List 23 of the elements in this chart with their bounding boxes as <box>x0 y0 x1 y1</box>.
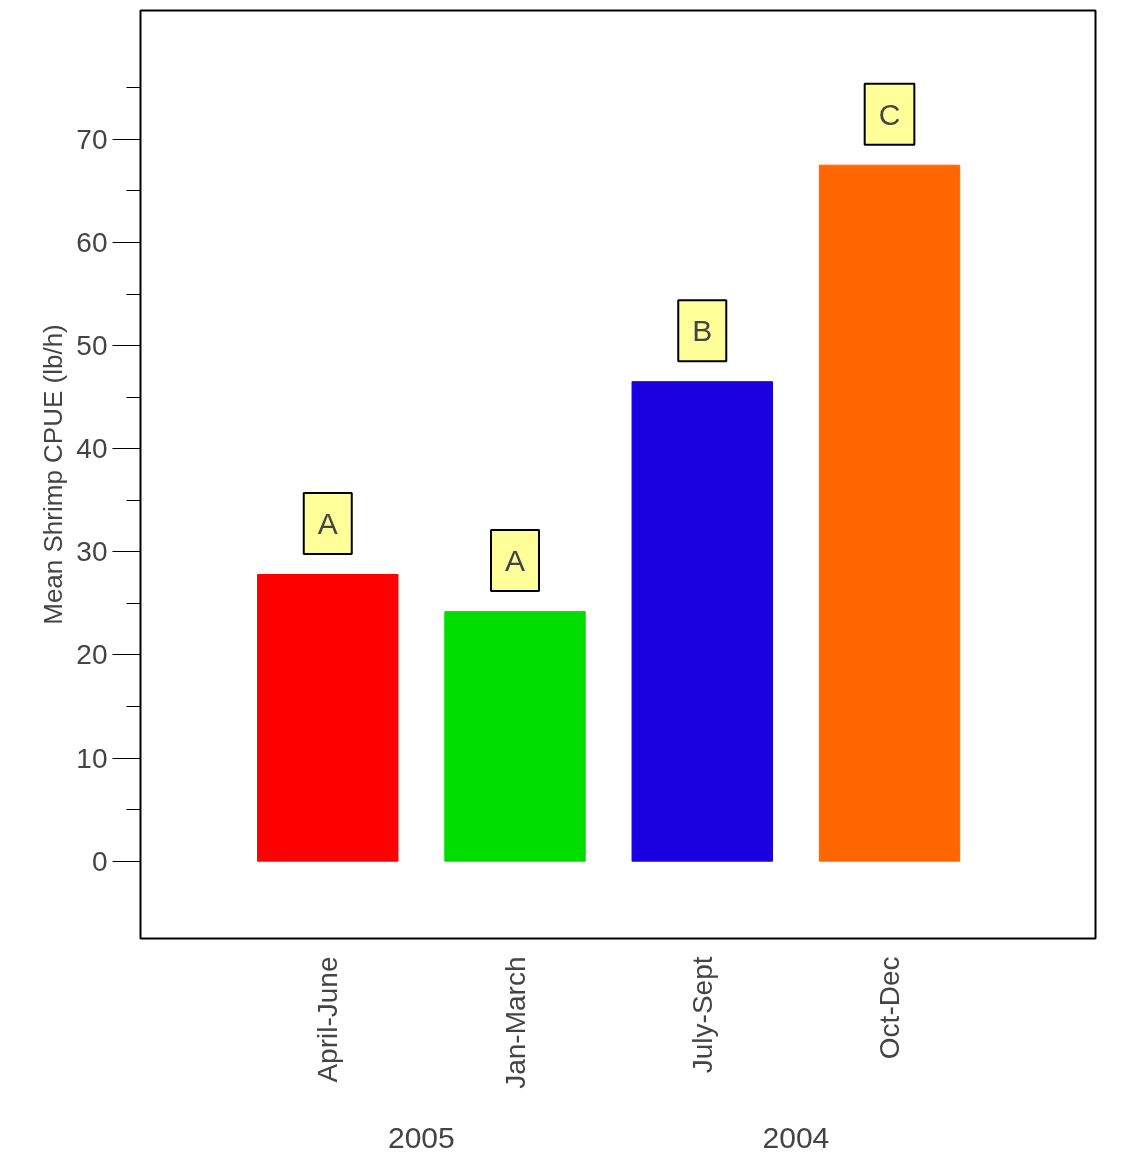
annotation: B <box>692 314 713 348</box>
bar <box>631 381 773 862</box>
annotation: A <box>317 506 338 540</box>
y-axis-title: Mean Shrimp CPUE (lb/h) <box>38 324 69 625</box>
y-tick-label: 60 <box>76 227 108 258</box>
text: 2005 <box>388 1120 455 1154</box>
y-tick-label: 20 <box>76 639 108 671</box>
y-tick-label: 0 <box>91 845 108 877</box>
annotation: C <box>878 97 901 131</box>
bar <box>818 164 961 862</box>
x-tick-label: Oct-Dec <box>874 956 906 1060</box>
y-tick-label: 30 <box>76 536 108 568</box>
y-tick-label: 10 <box>76 742 108 774</box>
bar <box>257 574 399 862</box>
x-tick-label: Jan-March <box>499 956 531 1089</box>
y-tick-label: 40 <box>76 433 108 465</box>
y-tick-label: 70 <box>76 123 108 155</box>
annotation: A <box>505 544 526 578</box>
x-tick-label: April-June <box>312 956 344 1083</box>
y-tick-label: 50 <box>76 330 108 362</box>
bar <box>444 611 586 862</box>
x-tick-label: July-Sept <box>686 956 718 1074</box>
text: 2004 <box>762 1120 830 1154</box>
